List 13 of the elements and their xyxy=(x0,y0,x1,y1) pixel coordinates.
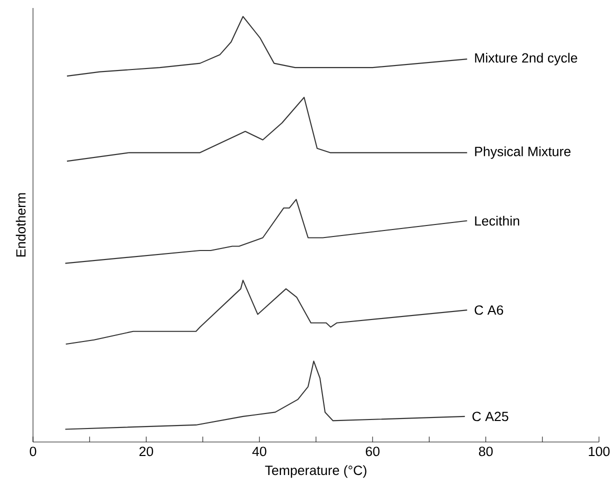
series-label: Physical Mixture xyxy=(475,146,570,159)
x-axis-title: Temperature (°C) xyxy=(265,465,366,478)
x-tick-label: 0 xyxy=(30,446,36,456)
x-tick-label: 40 xyxy=(252,446,266,456)
x-tick-label: 20 xyxy=(139,446,154,456)
x-tick-label: 100 xyxy=(588,446,610,456)
series-label: C A25 xyxy=(472,412,508,422)
series-label: C A6 xyxy=(474,305,504,315)
series-label: Lecithin xyxy=(475,216,520,226)
series-label: Mixture 2nd cycle xyxy=(475,52,578,66)
x-tick-label: 80 xyxy=(478,446,493,456)
y-axis-title: Endotherm xyxy=(16,193,26,257)
x-tick-label: 60 xyxy=(366,446,380,456)
